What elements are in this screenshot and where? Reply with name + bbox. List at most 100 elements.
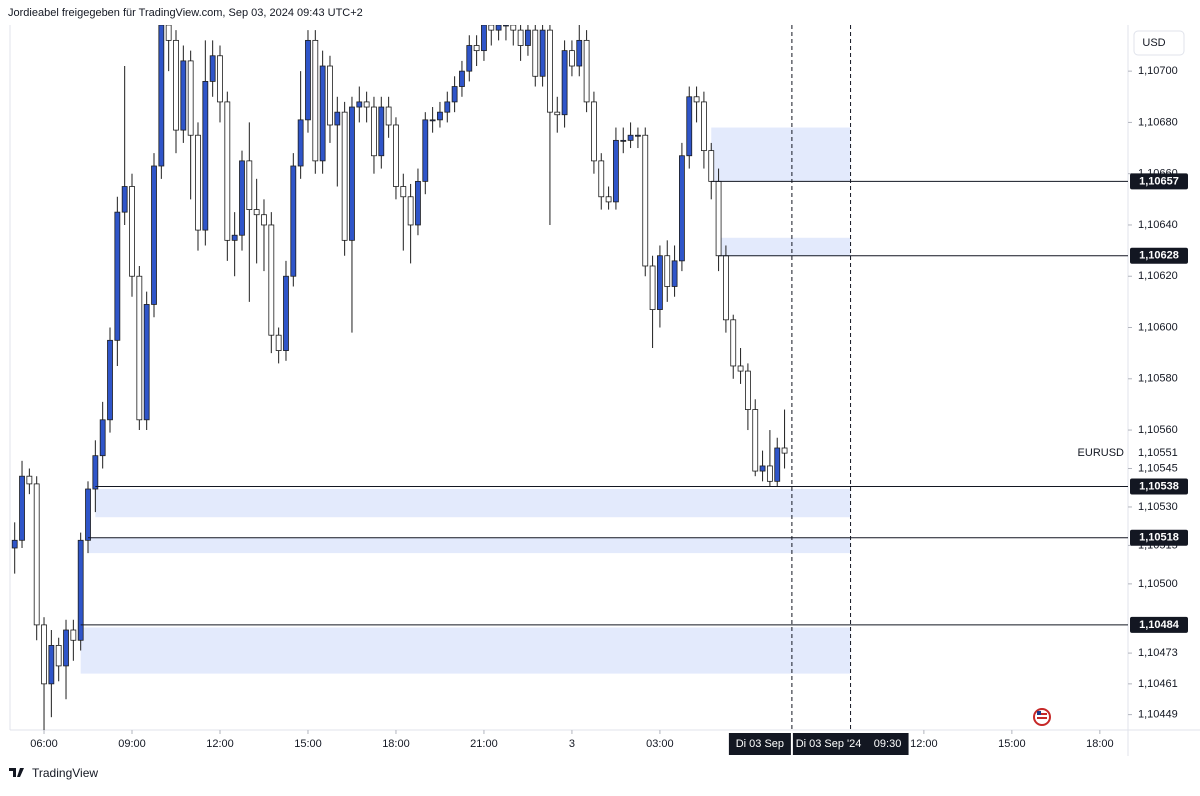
candle-body (517, 29, 524, 46)
x-tick-label: 18:00 (382, 738, 410, 750)
candle-body (341, 111, 348, 241)
candle-body (165, 25, 172, 41)
x-tick-label: 15:00 (998, 738, 1026, 750)
candle-body (745, 370, 751, 410)
candle-body (275, 334, 282, 351)
candle-body (547, 29, 553, 113)
header: Jordieabel freigegeben für TradingView.c… (8, 7, 363, 19)
currency: USD (1142, 37, 1165, 49)
y-tick-label: 1,10545 (1138, 462, 1178, 474)
candle-body (730, 319, 737, 367)
candle-body (253, 209, 260, 216)
candle-body (766, 465, 773, 482)
candle-body (459, 70, 465, 87)
candle-body (363, 101, 370, 108)
x-tick-label: 21:00 (470, 738, 498, 750)
zone (718, 237, 851, 256)
candle-body (136, 275, 143, 421)
candle-body (554, 111, 561, 116)
y-tick-label: 1,10700 (1138, 65, 1178, 77)
candle-body (26, 475, 33, 485)
candle-body (422, 119, 429, 182)
candle-body (774, 447, 781, 482)
flag-icon[interactable] (1033, 708, 1051, 726)
candle-body (708, 150, 715, 182)
level-label: 1,10628 (1139, 250, 1179, 262)
candle-body (129, 186, 135, 277)
y-tick-label: 1,10580 (1138, 373, 1178, 385)
candle-body (723, 255, 729, 321)
level-label-box (1130, 247, 1188, 264)
candle-body (151, 165, 157, 305)
candle-body (737, 365, 744, 372)
candle-body (121, 186, 128, 213)
logo[interactable] (9, 768, 24, 777)
candle-body (715, 180, 722, 257)
candle-body (268, 224, 275, 336)
candle-body (209, 55, 216, 82)
candle-body (180, 60, 187, 131)
candle-body (759, 465, 766, 472)
level-label: 1,10518 (1139, 532, 1179, 544)
zone (95, 489, 851, 518)
candle-body (642, 134, 649, 267)
level-label: 1,10538 (1139, 480, 1179, 492)
candle-body (613, 139, 619, 203)
x-tick-label: 12:00 (910, 738, 938, 750)
level-label: 1,10657 (1139, 175, 1179, 187)
y-tick-label: 1,10530 (1138, 501, 1178, 513)
candle-body (664, 255, 671, 287)
candle-body (283, 275, 289, 351)
candle-body (635, 134, 641, 137)
footer: TradingView (32, 766, 98, 780)
candle-body (297, 119, 304, 167)
candle-body (532, 29, 539, 77)
candle-body (539, 29, 546, 77)
candle-body (525, 29, 531, 46)
candle-body (99, 419, 106, 457)
candle-body (63, 629, 69, 667)
candle-body (569, 50, 575, 67)
candle-body (33, 483, 40, 626)
x-tick-label: 18:00 (1086, 738, 1114, 750)
candle-body (437, 111, 443, 121)
candle-body (11, 539, 18, 549)
candle-body (85, 488, 91, 541)
candle-body (385, 106, 392, 126)
candle-body (444, 101, 451, 113)
candle-body (598, 160, 605, 198)
candle-body (561, 50, 568, 116)
candle-body (781, 447, 788, 454)
y-tick-label: 1,10620 (1138, 270, 1178, 282)
last-price-label: 1,10551 (1138, 447, 1178, 459)
candle-body (620, 139, 627, 142)
cursor-label: 09:30 (874, 738, 902, 750)
candle-body (107, 339, 113, 421)
level-label-box (1130, 529, 1188, 546)
candle-body (143, 304, 150, 421)
cursor-label: Di 03 Sep '24 (796, 738, 862, 750)
y-tick-label: 1,10680 (1138, 116, 1178, 128)
candle-body (605, 196, 612, 203)
candle-body (202, 81, 209, 231)
candle-body (481, 25, 487, 52)
candle-body (327, 65, 333, 126)
candle-body (173, 39, 179, 131)
candle-body (400, 186, 407, 198)
candle-body (701, 101, 707, 152)
y-tick-label: 1,10449 (1138, 709, 1178, 721)
candle-body (349, 106, 355, 241)
y-tick-label: 1,10461 (1138, 678, 1178, 690)
candle-body (583, 39, 590, 103)
candle-body (649, 265, 656, 310)
currency-box[interactable] (1133, 30, 1185, 56)
candle-body (114, 211, 121, 341)
candle-body (752, 409, 759, 472)
zone (711, 127, 851, 182)
candle-body (187, 60, 194, 136)
candle-body (239, 160, 245, 236)
candle-body (371, 106, 377, 157)
candle-body (224, 101, 231, 241)
candle-body (305, 39, 311, 121)
y-tick-label: 1,10600 (1138, 321, 1178, 333)
